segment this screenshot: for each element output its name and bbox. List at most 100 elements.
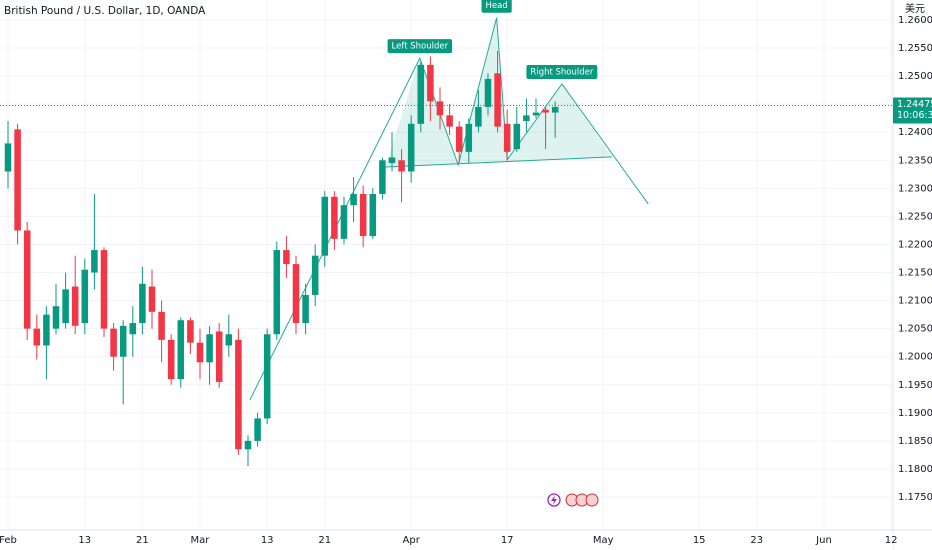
candle-body bbox=[532, 112, 540, 116]
currency-label: 美元 bbox=[905, 2, 925, 15]
chart-title: British Pound / U.S. Dollar, 1D, OANDA bbox=[4, 5, 206, 17]
last-price-box bbox=[893, 97, 932, 124]
x-tick-label: 15 bbox=[693, 535, 706, 546]
candle-body bbox=[71, 286, 79, 326]
candle-body bbox=[273, 250, 281, 335]
event-icons bbox=[547, 493, 599, 507]
y-tick-label: 1.20000 bbox=[898, 352, 932, 363]
candle-body bbox=[407, 123, 415, 172]
candle-body bbox=[350, 193, 357, 206]
candle-body bbox=[292, 264, 300, 324]
candle-body bbox=[417, 64, 425, 124]
candle-body bbox=[359, 193, 367, 237]
candle-body bbox=[436, 101, 444, 116]
candle-body bbox=[302, 294, 309, 324]
candle-body bbox=[244, 440, 252, 450]
candle-body bbox=[446, 115, 453, 127]
annotation-box bbox=[481, 0, 512, 13]
candle-body bbox=[523, 115, 530, 121]
candle-body bbox=[196, 342, 204, 363]
candle-body bbox=[62, 289, 69, 324]
y-tick-label: 1.21500 bbox=[898, 268, 932, 279]
annotation-box bbox=[387, 39, 453, 54]
candle-body bbox=[33, 328, 41, 346]
annotation-label: Right Shoulder bbox=[530, 67, 593, 77]
y-tick-label: 1.23000 bbox=[898, 183, 932, 194]
flag-icon bbox=[585, 493, 599, 507]
candle-body bbox=[513, 123, 521, 150]
candle-body bbox=[235, 339, 242, 450]
x-tick-label: 21 bbox=[318, 535, 331, 546]
y-tick-label: 1.22000 bbox=[898, 239, 932, 250]
x-tick-label: 12 bbox=[885, 535, 898, 546]
x-tick-label: 21 bbox=[136, 535, 149, 546]
annotation-label: Head bbox=[486, 1, 508, 11]
candle-body bbox=[110, 328, 117, 357]
y-tick-label: 1.21000 bbox=[898, 296, 932, 307]
candle-body bbox=[369, 193, 377, 237]
candle-body bbox=[455, 126, 463, 152]
candle-body bbox=[158, 311, 165, 340]
neckline bbox=[385, 156, 612, 168]
overlay: Left Shoulder Head Right Shoulder bbox=[0, 0, 893, 107]
candle-body bbox=[465, 123, 473, 152]
candle-body bbox=[542, 109, 549, 113]
lightning-bolt bbox=[551, 495, 557, 505]
candle-body bbox=[225, 334, 233, 346]
candle-body bbox=[503, 123, 511, 152]
x-tick-label: Jun bbox=[815, 535, 832, 546]
candle-body bbox=[129, 323, 137, 335]
candle-body bbox=[427, 64, 434, 102]
candle-body bbox=[263, 334, 271, 419]
y-tick-label: 1.19500 bbox=[898, 380, 932, 391]
candle-body bbox=[398, 160, 405, 172]
x-tick-label: May bbox=[593, 535, 614, 546]
candle-body bbox=[23, 230, 31, 329]
y-tick-label: 1.24000 bbox=[898, 127, 932, 138]
x-tick-label: Apr bbox=[403, 535, 421, 546]
candle-body bbox=[388, 157, 396, 164]
x-tick-label: 23 bbox=[750, 535, 763, 546]
y-tick-label: 1.18000 bbox=[898, 464, 932, 475]
x-tick-label: 17 bbox=[501, 535, 514, 546]
lightning-icon bbox=[547, 493, 561, 507]
y-tick-label: 1.17500 bbox=[898, 492, 932, 503]
candle-body bbox=[177, 320, 185, 380]
candles bbox=[4, 50, 559, 467]
y-tick-label: 1.26000 bbox=[898, 15, 932, 26]
candle-body bbox=[100, 250, 108, 329]
candle-body bbox=[167, 339, 175, 380]
candle-body bbox=[551, 106, 559, 113]
y-tick-label: 1.22500 bbox=[898, 211, 932, 222]
candle-body bbox=[484, 78, 492, 107]
candle-body bbox=[148, 286, 156, 312]
annotation-label: Left Shoulder bbox=[392, 42, 449, 52]
x-tick-label: 13 bbox=[78, 535, 91, 546]
y-tick-label: 1.19000 bbox=[898, 408, 932, 419]
y-tick-label: 1.25500 bbox=[898, 43, 932, 54]
candle-body bbox=[81, 269, 89, 324]
candle-body bbox=[14, 129, 21, 231]
candle-body bbox=[187, 320, 194, 343]
time-axis bbox=[0, 530, 893, 550]
pattern-line bbox=[249, 17, 649, 401]
candle-body bbox=[331, 196, 338, 239]
candle-body bbox=[206, 334, 213, 363]
candle-body bbox=[139, 283, 146, 324]
candle-body bbox=[311, 255, 319, 295]
countdown-label: 10:06:33 bbox=[897, 110, 932, 121]
candle-body bbox=[254, 418, 261, 441]
x-tick-label: Mar bbox=[191, 535, 211, 546]
candle-body bbox=[379, 160, 386, 194]
price-axis bbox=[893, 0, 932, 550]
y-tick-label: 1.23500 bbox=[898, 155, 932, 166]
x-tick-label: 13 bbox=[261, 535, 274, 546]
y-tick-label: 1.18500 bbox=[898, 436, 932, 447]
candle-body bbox=[91, 250, 98, 273]
candle-body bbox=[475, 106, 482, 127]
candle-body bbox=[340, 205, 348, 239]
candle-body bbox=[119, 325, 127, 357]
last-price-label: 1.24475 bbox=[897, 99, 932, 110]
